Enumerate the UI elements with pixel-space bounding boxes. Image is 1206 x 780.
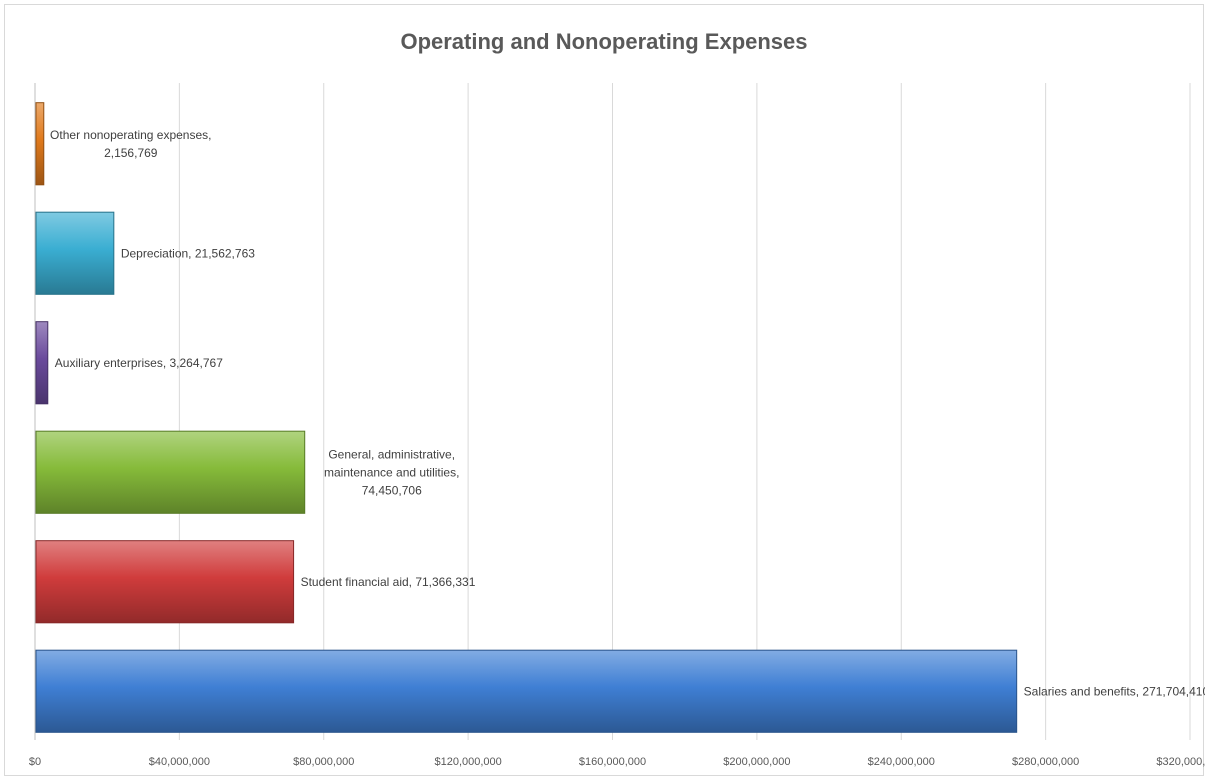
data-label: Depreciation, 21,562,763 <box>121 246 255 260</box>
bar-other-nonoperating-expenses <box>35 102 45 186</box>
data-labels: Salaries and benefits, 271,704,410 Studen… <box>50 128 1205 699</box>
data-label: Auxiliary enterprises, 3,264,767 <box>55 356 223 370</box>
bar-student-financial-aid <box>35 540 295 624</box>
x-tick-label: $120,000,000 <box>434 756 501 768</box>
chart-plot: Salaries and benefits, 271,704,410 Studen… <box>29 83 1205 768</box>
data-label: General, administrative, maintenance and … <box>324 447 459 497</box>
x-tick-label: $0 <box>29 756 41 768</box>
x-tick-label: $160,000,000 <box>579 756 646 768</box>
gridlines <box>34 83 1191 740</box>
data-label: Other nonoperating expenses, 2,156,769 <box>50 128 211 160</box>
bar-salaries-and-benefits <box>35 649 1018 733</box>
x-tick-label: $40,000,000 <box>149 756 210 768</box>
x-tick-label: $200,000,000 <box>723 756 790 768</box>
bar-depreciation <box>35 211 115 295</box>
x-tick-label: $320,000,000 <box>1156 756 1205 768</box>
data-label: Student financial aid, 71,366,331 <box>301 575 476 589</box>
x-tick-label: $240,000,000 <box>868 756 935 768</box>
bar-general-administrative-maintenance-and-utilities <box>35 430 306 514</box>
bars <box>35 102 1018 733</box>
x-axis-ticks: $0 $40,000,000 $80,000,000 $120,000,000 $160… <box>29 756 1205 768</box>
chart-title: Operating and Nonoperating Expenses <box>400 29 808 54</box>
bar-auxiliary-enterprises <box>35 321 49 405</box>
chart-frame: Operating and Nonoperating Expenses Sala… <box>4 4 1205 776</box>
x-tick-label: $280,000,000 <box>1012 756 1079 768</box>
x-tick-label: $80,000,000 <box>293 756 354 768</box>
data-label: Salaries and benefits, 271,704,410 <box>1024 684 1205 698</box>
